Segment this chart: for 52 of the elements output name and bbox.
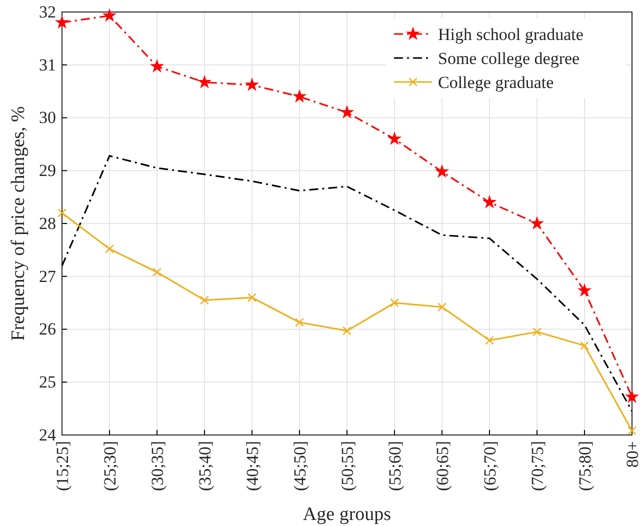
y-tick-label: 28 [39,214,56,233]
point [484,196,496,208]
y-tick-label: 27 [39,266,56,286]
x-tick-label: (45;50] [290,441,310,492]
x-tick-label: (35;40] [195,441,214,492]
point [436,166,448,177]
point [200,296,209,305]
x-tick-label: (40;45] [242,441,262,492]
point [341,106,353,118]
point [104,10,116,21]
y-tick-label: 25 [39,372,56,392]
point [628,426,636,436]
point [198,76,210,88]
point [438,302,446,312]
point [532,327,542,336]
point [151,60,163,72]
point [342,326,352,336]
point [388,132,400,144]
y-tick-label: 32 [39,2,56,22]
point [485,336,494,345]
x-tick-label: (65;70] [480,441,500,492]
line-series [61,155,633,412]
legend-label: High school graduate [438,24,584,44]
y-tick-label: 31 [39,55,56,74]
x-axis-title: Age groups [302,504,392,525]
point [58,208,66,218]
point [248,293,256,302]
y-tick-label: 30 [39,108,56,128]
y-tick-label: 26 [39,320,56,339]
y-tick-label: 29 [39,161,56,180]
point [626,390,638,402]
x-tick-label: (30;35] [148,441,167,492]
x-tick-label: (60;65] [432,441,452,492]
point [56,16,68,28]
x-tick-label: (25;30] [100,441,120,492]
legend-label: College graduate [438,72,554,92]
x-tick-label: 80+ [622,441,642,468]
point [295,318,304,327]
x-tick-label: (50;55] [338,441,357,492]
point [390,298,399,308]
point [531,218,543,228]
point [246,78,258,90]
x-tick-label: (70;75] [528,441,547,492]
y-axis-title: Frequency of price changes, % [8,106,29,341]
point [294,90,306,102]
legend-label: Some college degree [438,48,580,68]
x-tick-label: (55;60] [385,441,404,492]
point [152,268,162,277]
point [580,341,589,350]
point [578,284,590,296]
point [105,244,114,254]
x-tick-label: (75;80] [575,441,594,492]
